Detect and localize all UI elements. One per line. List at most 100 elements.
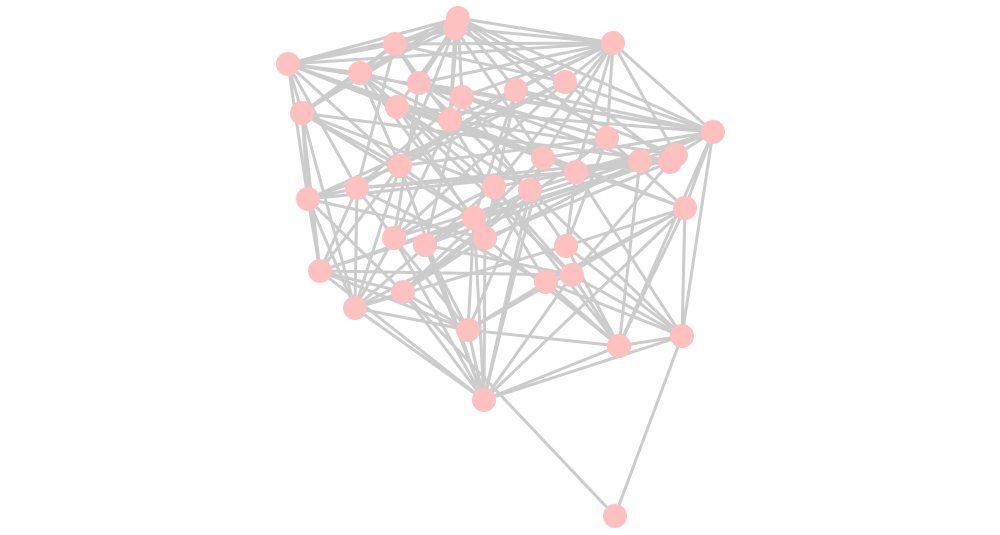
edge-9-14: [564, 80, 714, 134]
node-5: [276, 52, 300, 76]
edge-35-41: [401, 290, 617, 518]
node-19: [531, 146, 555, 170]
edge-29-37: [423, 244, 470, 331]
edge-12-27: [301, 111, 475, 220]
node-14: [701, 120, 725, 144]
edge-25-32: [306, 198, 322, 272]
edge-4-13: [449, 41, 614, 122]
edge-26-31: [565, 206, 686, 248]
edge-12-23: [301, 111, 495, 189]
edge-24-40: [482, 189, 532, 401]
edge-4-5: [287, 41, 614, 66]
node-26: [673, 196, 697, 220]
edge-21-32: [318, 165, 402, 272]
edge-20-39: [574, 171, 684, 337]
edge-4-19: [541, 42, 615, 159]
edge-3-9: [394, 42, 566, 84]
edge-21-27: [399, 164, 475, 220]
edge-2-4: [454, 26, 614, 45]
node-24: [518, 178, 542, 202]
node-17: [628, 149, 652, 173]
node-6: [348, 61, 372, 85]
node-3: [383, 32, 407, 56]
edge-26-39: [680, 207, 687, 337]
edge-39-41: [613, 335, 684, 517]
node-23: [482, 175, 506, 199]
edge-32-37: [319, 269, 469, 332]
edge-4-16: [611, 42, 678, 156]
node-18: [658, 150, 682, 174]
edge-4-15: [605, 42, 615, 139]
edge-1-4: [457, 16, 614, 45]
edge-36-37: [354, 306, 469, 332]
edge-34-39: [545, 280, 683, 338]
node-15: [595, 126, 619, 150]
node-40: [472, 388, 496, 412]
edge-29-33: [424, 243, 573, 277]
node-9: [553, 70, 577, 94]
edge-12-18: [301, 111, 671, 164]
node-29: [413, 233, 437, 257]
edge-10-31: [460, 96, 568, 247]
edge-33-38: [570, 274, 621, 347]
node-7: [407, 71, 431, 95]
edge-25-30: [307, 197, 486, 240]
edge-4-23: [492, 42, 615, 188]
edge-13-28: [392, 119, 452, 239]
edge-4-7: [418, 41, 614, 85]
nodes-layer: [276, 6, 725, 528]
node-11: [385, 95, 409, 119]
edge-39-40: [483, 334, 683, 402]
edge-3-5: [287, 42, 396, 66]
edge-12-36: [300, 112, 357, 309]
edge-31-39: [565, 244, 683, 338]
edge-27-40: [472, 217, 486, 401]
edge-23-28: [393, 185, 495, 240]
node-20: [564, 160, 588, 184]
node-4: [601, 31, 625, 55]
edge-15-21: [399, 136, 608, 168]
edge-2-19: [453, 27, 545, 159]
edge-21-36: [353, 165, 402, 309]
edge-32-40: [319, 269, 485, 402]
edge-30-35: [402, 236, 486, 294]
edge-14-19: [542, 130, 714, 160]
node-36: [343, 296, 367, 320]
edge-20-31: [564, 171, 578, 247]
node-34: [534, 270, 558, 294]
edge-23-38: [492, 186, 621, 347]
edge-18-30: [484, 160, 671, 240]
node-31: [554, 234, 578, 258]
node-27: [462, 206, 486, 230]
edge-3-22: [355, 43, 397, 189]
node-38: [607, 334, 631, 358]
node-21: [388, 154, 412, 178]
edge-33-39: [571, 273, 683, 338]
edge-5-21: [286, 62, 402, 168]
node-10: [450, 85, 474, 109]
edge-34-37: [467, 280, 547, 332]
edge-25-36: [306, 198, 357, 309]
edge-26-38: [617, 207, 687, 347]
node-35: [391, 280, 415, 304]
edge-34-38: [545, 280, 620, 348]
edge-14-39: [680, 131, 715, 337]
node-28: [382, 226, 406, 250]
edge-1-5: [287, 16, 459, 66]
edge-5-25: [286, 63, 310, 200]
edge-35-40: [401, 291, 486, 401]
node-30: [473, 226, 497, 250]
edge-26-40: [482, 206, 687, 402]
edge-35-37: [402, 290, 469, 332]
edge-32-33: [319, 269, 573, 277]
node-8: [504, 78, 528, 102]
edge-6-21: [358, 72, 402, 167]
node-32: [308, 259, 332, 283]
edge-15-31: [564, 137, 609, 247]
edge-31-38: [564, 245, 621, 347]
node-22: [345, 176, 369, 200]
edge-18-33: [570, 161, 672, 276]
edge-38-40: [483, 344, 620, 402]
edge-37-38: [467, 328, 620, 348]
